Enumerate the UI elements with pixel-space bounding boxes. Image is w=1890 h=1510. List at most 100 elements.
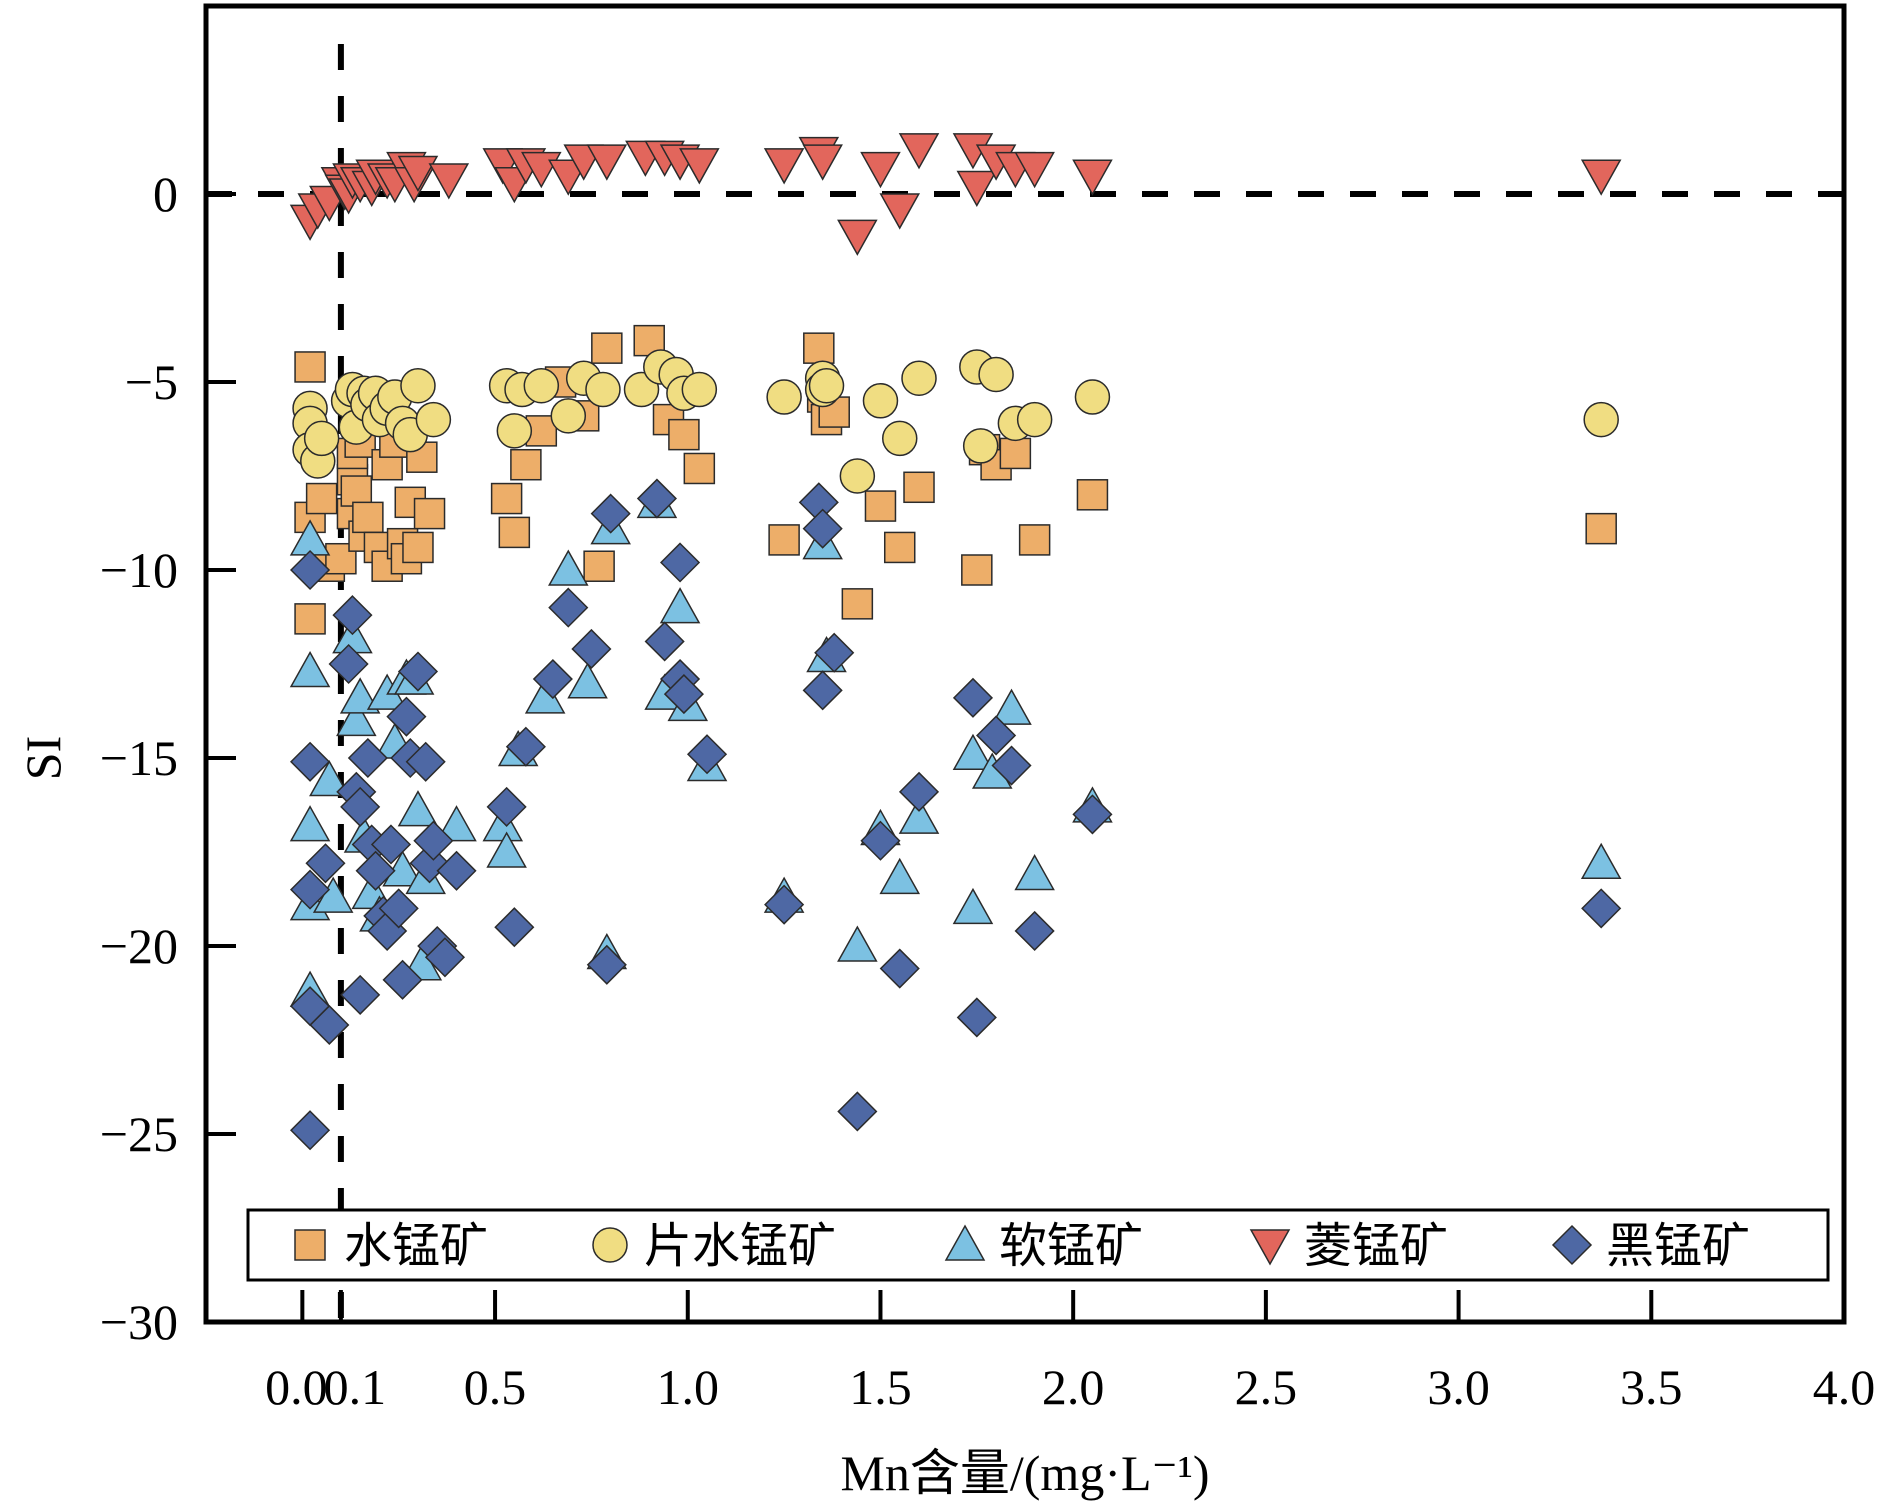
square-point xyxy=(583,550,615,582)
diamond-point xyxy=(663,674,704,715)
series-triangle-down xyxy=(289,133,1622,256)
circle-point xyxy=(808,368,845,404)
y-tick-label: −20 xyxy=(100,918,178,974)
diamond-point xyxy=(952,677,994,718)
triangle-down-point xyxy=(679,148,720,185)
x-tick-label: 3.5 xyxy=(1620,1359,1683,1415)
series-triangle-up xyxy=(289,481,1622,1007)
square-point xyxy=(668,418,700,451)
triangle-down-point xyxy=(1014,151,1055,189)
x-tick-label: 0.5 xyxy=(464,1359,527,1415)
triangle-up-point xyxy=(289,805,331,842)
diamond-point xyxy=(802,670,843,711)
circle-point xyxy=(550,398,587,434)
triangle-down-point xyxy=(1072,159,1113,196)
legend-circle-icon xyxy=(592,1227,628,1263)
triangle-down-point xyxy=(1580,159,1622,196)
diamond-point xyxy=(644,621,685,662)
y-tick-label: −15 xyxy=(100,730,178,786)
diamond-point xyxy=(309,1004,350,1046)
x-tick-label: 2.5 xyxy=(1235,1359,1298,1415)
y-axis-label: SI xyxy=(15,736,71,780)
circle-point xyxy=(881,420,918,457)
diamond-point xyxy=(382,959,423,1000)
triangle-up-point xyxy=(1580,842,1622,880)
triangle-down-point xyxy=(802,144,843,181)
diamond-point xyxy=(290,1110,331,1151)
triangle-up-point xyxy=(659,587,701,624)
diamond-point xyxy=(340,786,381,827)
diamond-point xyxy=(991,745,1032,786)
square-point xyxy=(498,516,531,549)
diamond-point xyxy=(814,632,855,673)
reference-lines xyxy=(206,44,1844,1322)
legend-label: 软锰矿 xyxy=(999,1218,1143,1274)
circle-point xyxy=(1074,379,1111,415)
triangle-down-point xyxy=(898,133,940,170)
square-point xyxy=(883,531,916,564)
y-tick-label: 0 xyxy=(153,166,178,222)
diamond-point xyxy=(424,937,466,978)
diamond-point xyxy=(305,843,346,884)
circle-point xyxy=(766,379,802,415)
triangle-up-point xyxy=(309,760,350,797)
x-tick-label: 0.1 xyxy=(324,1359,387,1415)
square-point xyxy=(294,603,326,635)
diamond-point xyxy=(328,643,369,685)
triangle-up-point xyxy=(952,733,994,770)
diamond-point xyxy=(340,974,381,1015)
diamond-point xyxy=(548,587,589,628)
diamond-point xyxy=(355,850,396,891)
circle-point xyxy=(400,368,436,404)
circle-point xyxy=(962,428,999,464)
circle-point xyxy=(839,458,876,494)
square-point xyxy=(591,332,623,364)
diamond-point xyxy=(405,741,446,782)
circle-point xyxy=(901,360,937,396)
square-point xyxy=(864,490,897,522)
triangle-up-point xyxy=(837,925,878,962)
diamond-point xyxy=(505,726,546,767)
diamond-point xyxy=(636,478,677,519)
diamond-point xyxy=(436,850,477,891)
legend-diamond-icon xyxy=(1551,1224,1593,1266)
legend: 水锰矿 片水锰矿 软锰矿 菱锰矿 黑锰矿 xyxy=(246,1208,1830,1282)
legend-label: 片水锰矿 xyxy=(644,1218,836,1274)
diamond-point xyxy=(290,741,331,782)
circle-point xyxy=(1016,401,1053,438)
circle-point xyxy=(585,371,621,408)
diamond-point xyxy=(1072,794,1113,835)
diamond-point xyxy=(1581,888,1622,929)
diamond-point xyxy=(686,734,728,775)
triangle-up-point xyxy=(436,805,477,842)
legend-square-icon xyxy=(294,1229,326,1261)
circle-point xyxy=(303,420,340,457)
circle-point xyxy=(1583,401,1619,438)
triangle-up-point xyxy=(339,677,381,714)
circle-point xyxy=(523,368,560,404)
circle-point xyxy=(496,413,533,449)
data-points xyxy=(289,133,1622,1151)
y-tick-label: −10 xyxy=(100,542,178,598)
diamond-point xyxy=(802,508,843,549)
triangle-up-point xyxy=(1014,854,1055,891)
square-point xyxy=(683,452,716,485)
triangle-down-point xyxy=(879,193,921,230)
diamond-point xyxy=(386,696,427,737)
square-point xyxy=(1076,479,1109,511)
diamond-point xyxy=(347,737,388,779)
triangle-up-point xyxy=(991,688,1032,725)
triangle-down-point xyxy=(428,163,470,200)
circle-point xyxy=(681,371,718,408)
diamond-point xyxy=(370,824,412,865)
square-point xyxy=(305,482,338,515)
square-point xyxy=(340,475,373,507)
square-point xyxy=(961,554,993,586)
triangle-down-point xyxy=(956,170,998,208)
diamond-point xyxy=(879,948,920,989)
diamond-point xyxy=(898,771,940,812)
triangle-up-point xyxy=(397,790,439,827)
diamond-point xyxy=(860,820,901,861)
triangle-up-point xyxy=(336,699,377,737)
